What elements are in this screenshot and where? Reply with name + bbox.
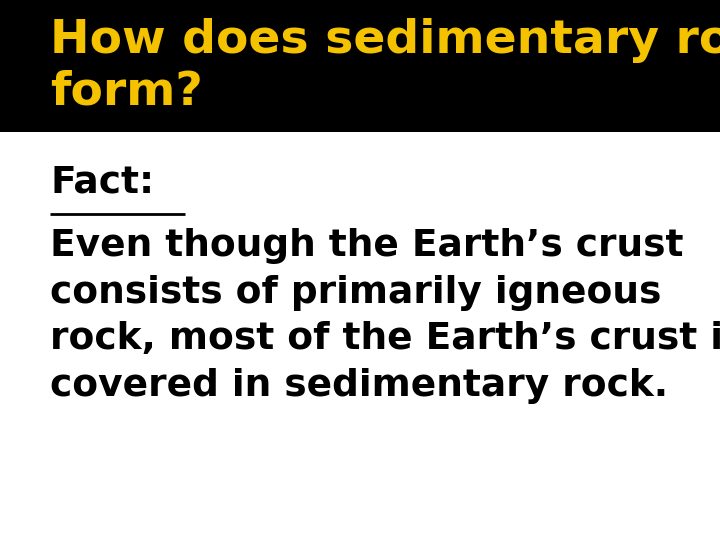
- Text: Even though the Earth’s crust
consists of primarily igneous
rock, most of the Ea: Even though the Earth’s crust consists o…: [50, 228, 720, 404]
- Bar: [0, 0, 720, 132]
- Text: How does sedimentary rock
form?: How does sedimentary rock form?: [50, 18, 720, 115]
- Text: Fact:: Fact:: [50, 165, 155, 201]
